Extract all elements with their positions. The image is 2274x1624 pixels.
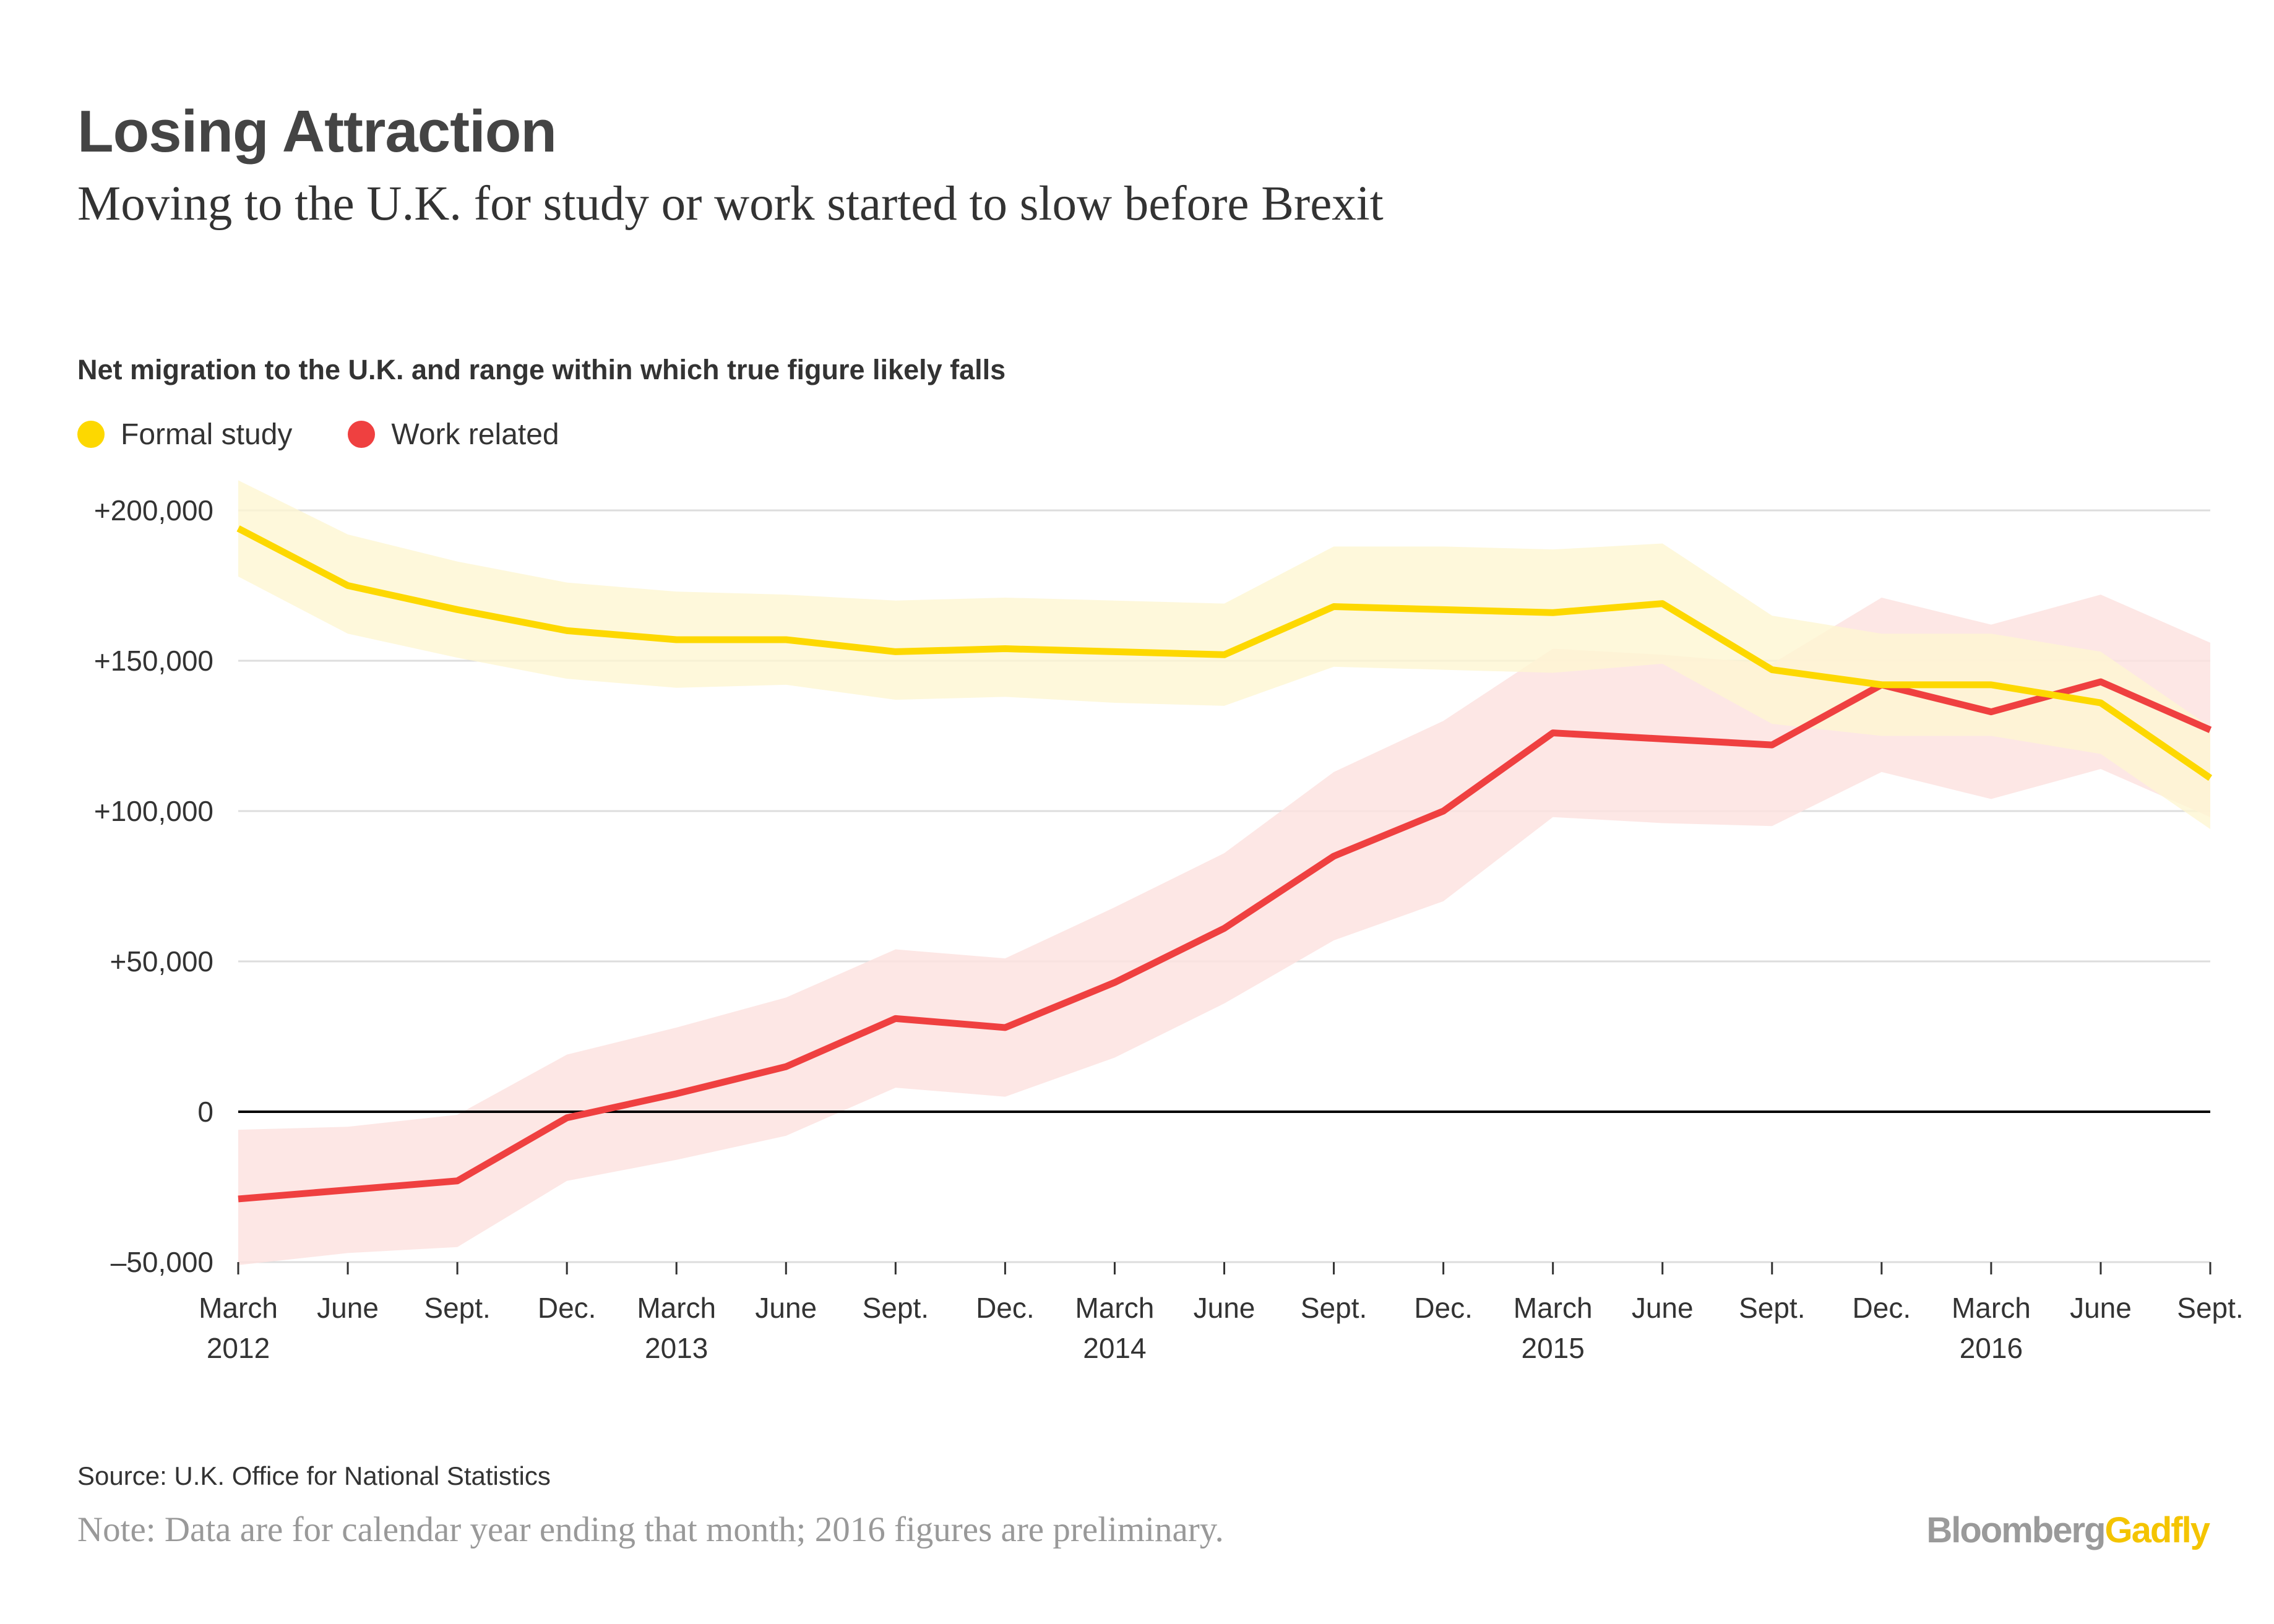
x-tick-label: Sept. [1739, 1292, 1805, 1324]
legend-swatch-work-related [348, 421, 376, 448]
x-tick-label: June [317, 1292, 379, 1324]
x-tick-label: Dec. [976, 1292, 1035, 1324]
chart-label: Net migration to the U.K. and range with… [77, 354, 1006, 385]
legend: Formal study Work related [77, 416, 615, 453]
x-tick-label: Sept. [2177, 1292, 2243, 1324]
brand-logo-part2: Gadfly [2104, 1510, 2210, 1550]
x-tick-label: March [1952, 1292, 2031, 1324]
brand-logo-part1: Bloomberg [1926, 1510, 2106, 1550]
y-tick-label: +100,000 [94, 795, 213, 827]
y-tick-label: –50,000 [111, 1246, 213, 1278]
series-line-formal-study [236, 525, 2213, 781]
x-tick-label: March [637, 1292, 716, 1324]
legend-label-work-related: Work related [391, 418, 559, 451]
x-tick-label: June [1632, 1292, 1694, 1324]
y-axis-ticks: +200,000 +150,000 +100,000 +50,000 0 –50,000 [94, 494, 213, 1278]
y-tick-label: +50,000 [110, 945, 213, 977]
y-tick-label: +150,000 [94, 645, 213, 677]
x-tick-year-label: 2016 [1960, 1332, 2023, 1364]
x-tick-label: Sept. [863, 1292, 929, 1324]
series-lines [236, 525, 2213, 1203]
x-tick-label: March [1075, 1292, 1155, 1324]
x-tick-label: March [1514, 1292, 1593, 1324]
chart-title: Losing Attraction [77, 98, 557, 165]
footnote: Note: Data are for calendar year ending … [77, 1510, 1224, 1549]
x-tick-label: June [1194, 1292, 1255, 1324]
x-tick-label: March [199, 1292, 278, 1324]
y-tick-label: 0 [197, 1096, 213, 1128]
x-tick-label: June [755, 1292, 817, 1324]
x-tick-label: Dec. [1853, 1292, 1911, 1324]
legend-label-formal-study: Formal study [121, 418, 293, 451]
legend-swatch-formal-study [77, 421, 105, 448]
x-tick-label: Sept. [1301, 1292, 1367, 1324]
legend-item-formal-study: Formal study [77, 418, 292, 452]
x-tick-year-label: 2014 [1083, 1332, 1146, 1364]
chart-subtitle: Moving to the U.K. for study or work sta… [77, 177, 1384, 231]
brand-logo: BloombergGadfly [1926, 1510, 2210, 1551]
x-tick-label: Sept. [424, 1292, 490, 1324]
source-note: Source: U.K. Office for National Statist… [77, 1461, 551, 1490]
x-tick-label: June [2070, 1292, 2132, 1324]
x-tick-year-label: 2012 [207, 1332, 270, 1364]
x-tick-label: Dec. [1414, 1292, 1473, 1324]
x-tick-year-label: 2015 [1521, 1332, 1584, 1364]
confidence-bands [238, 480, 2210, 1265]
x-axis-ticks: March 2012 June Sept. Dec. March 2013 June Sept.… [199, 1262, 2244, 1364]
y-tick-label: +200,000 [94, 494, 213, 526]
x-tick-year-label: 2013 [645, 1332, 708, 1364]
x-tick-label: Dec. [538, 1292, 596, 1324]
legend-item-work-related: Work related [348, 418, 559, 452]
